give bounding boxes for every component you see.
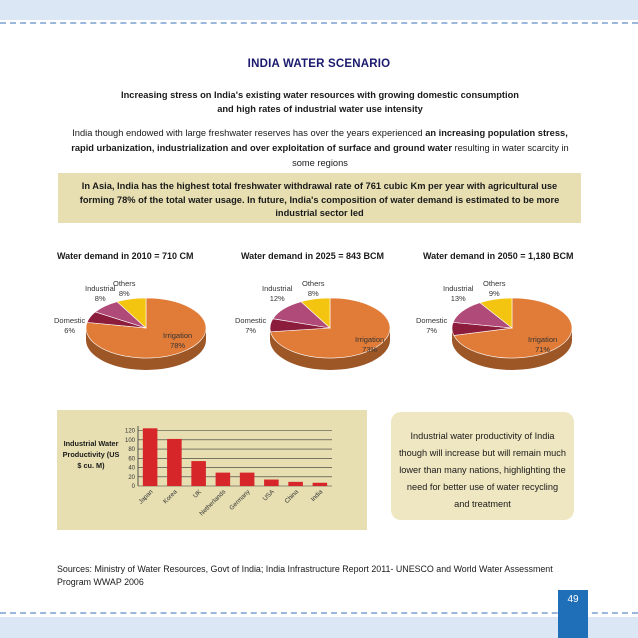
productivity-note: Industrial water productivity of India t… — [391, 412, 574, 520]
pie-chart-2050 — [451, 297, 573, 370]
pie-chart-2010 — [85, 297, 207, 370]
bar-india — [312, 482, 328, 486]
pie-side-wall — [86, 328, 206, 370]
bar-korea — [167, 438, 182, 486]
pie-side-wall — [270, 328, 390, 370]
pie-2025-domestic-label: Domestic 7% — [235, 316, 267, 335]
top-band — [0, 0, 638, 20]
pie-2010-industrial-label: Industrial 8% — [85, 284, 116, 303]
x-tick-label: Korea — [162, 488, 179, 505]
intro-text-1: India though endowed with large freshwat… — [72, 128, 426, 138]
page-subtitle: Increasing stress on India's existing wa… — [80, 88, 560, 116]
x-tick-label: Germany — [228, 488, 252, 512]
bar-china — [288, 481, 303, 486]
y-tick-label: 60 — [128, 456, 135, 462]
bottom-dashed-rule — [0, 612, 638, 614]
bar-uk — [191, 461, 206, 486]
bar-japan — [142, 428, 158, 486]
pie-slice-irrigation — [453, 297, 573, 359]
x-tick-label: China — [283, 488, 300, 505]
pie-chart-2025 — [269, 297, 391, 370]
pie-2050-domestic-label: Domestic 7% — [416, 316, 448, 335]
pie-2050-others-label: Others 9% — [483, 279, 506, 298]
x-tick-label: India — [310, 488, 325, 503]
pie-2010-domestic-label: Domestic 6% — [54, 316, 86, 335]
pie-2050-irrigation-label: Irrigation 71% — [528, 335, 558, 354]
y-tick-label: 120 — [125, 429, 136, 435]
y-tick-label: 40 — [128, 466, 135, 472]
bar-chart-panel — [57, 410, 367, 530]
pie-title-2010: Water demand in 2010 = 710 CM — [57, 251, 194, 261]
y-tick-label: 100 — [125, 438, 136, 444]
pie-slice-others — [300, 297, 331, 329]
pie-side-wall — [452, 328, 572, 370]
pie-2010-others-label: Others 8% — [113, 279, 136, 298]
bar-netherlands — [215, 472, 231, 486]
pie-2010-irrigation-label: Irrigation 78% — [163, 331, 193, 350]
intro-text-2: resulting in water scarcity in some regi… — [292, 143, 569, 168]
subtitle-line-1: Increasing stress on India's existing wa… — [121, 90, 519, 100]
intro-paragraph: India though endowed with large freshwat… — [62, 126, 578, 171]
bar-usa — [264, 479, 279, 486]
pie-title-2050: Water demand in 2050 = 1,180 BCM — [423, 251, 574, 261]
y-tick-label: 0 — [132, 484, 136, 490]
pie-slice-others — [479, 297, 513, 329]
y-tick-label: 20 — [128, 475, 135, 481]
x-tick-label: USA — [262, 488, 277, 503]
page-title: INDIA WATER SCENARIO — [247, 58, 391, 70]
intro-bold-text: an increasing population stress, rapid u… — [71, 128, 568, 153]
x-tick-label: UK — [192, 488, 204, 500]
pie-2025-irrigation-label: Irrigation 73% — [355, 335, 385, 354]
bar-chart-ylabel: Industrial Water Productivity (US $ cu. … — [62, 439, 120, 470]
x-tick-label: Netherlands — [198, 488, 227, 517]
y-tick-label: 80 — [128, 447, 135, 453]
pie-2025-others-label: Others 8% — [302, 279, 325, 298]
pie-2050-industrial-label: Industrial 13% — [443, 284, 474, 303]
sources-note: Sources: Ministry of Water Resources, Go… — [57, 564, 553, 587]
pie-slice-others — [116, 297, 147, 329]
highlight-box: In Asia, India has the highest total fre… — [58, 173, 581, 223]
page-number: 49 — [558, 590, 588, 638]
subtitle-line-2: and high rates of industrial water use i… — [217, 104, 423, 114]
pie-title-2025: Water demand in 2025 = 843 BCM — [241, 251, 384, 261]
bottom-band — [0, 617, 638, 638]
bar-germany — [239, 472, 255, 486]
x-tick-label: Japan — [137, 488, 154, 505]
pie-slice-irrigation — [85, 297, 207, 359]
top-dashed-rule — [0, 22, 638, 24]
pie-2025-industrial-label: Industrial 12% — [262, 284, 293, 303]
